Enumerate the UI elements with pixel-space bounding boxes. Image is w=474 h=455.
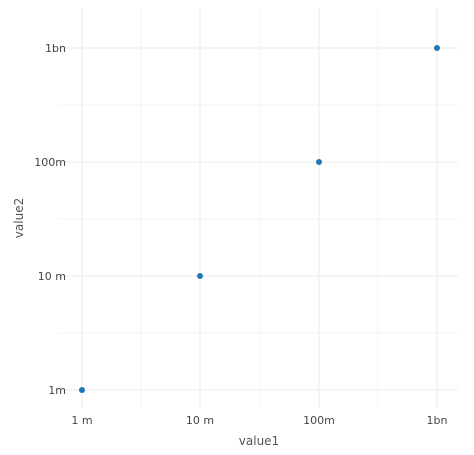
y-tick-label: 1bn: [45, 42, 66, 55]
data-point[interactable]: [79, 387, 85, 393]
data-point[interactable]: [197, 273, 203, 279]
y-tick-label: 10 m: [38, 270, 66, 283]
y-axis-title: value2: [12, 198, 26, 238]
x-tick-label: 1 m: [71, 414, 92, 427]
x-axis-ticks: 1 m 10 m 100m 1bn: [71, 414, 447, 427]
y-axis-ticks: 1m 10 m 100m 1bn: [34, 42, 66, 397]
data-point[interactable]: [316, 159, 322, 165]
x-tick-label: 100m: [303, 414, 335, 427]
x-tick-label: 10 m: [186, 414, 214, 427]
grid: [58, 8, 458, 408]
x-axis-title: value1: [239, 434, 279, 448]
data-point[interactable]: [434, 45, 440, 51]
data-points: [79, 45, 440, 393]
y-tick-label: 1m: [48, 384, 66, 397]
x-tick-label: 1bn: [427, 414, 448, 427]
y-tick-label: 100m: [34, 156, 66, 169]
